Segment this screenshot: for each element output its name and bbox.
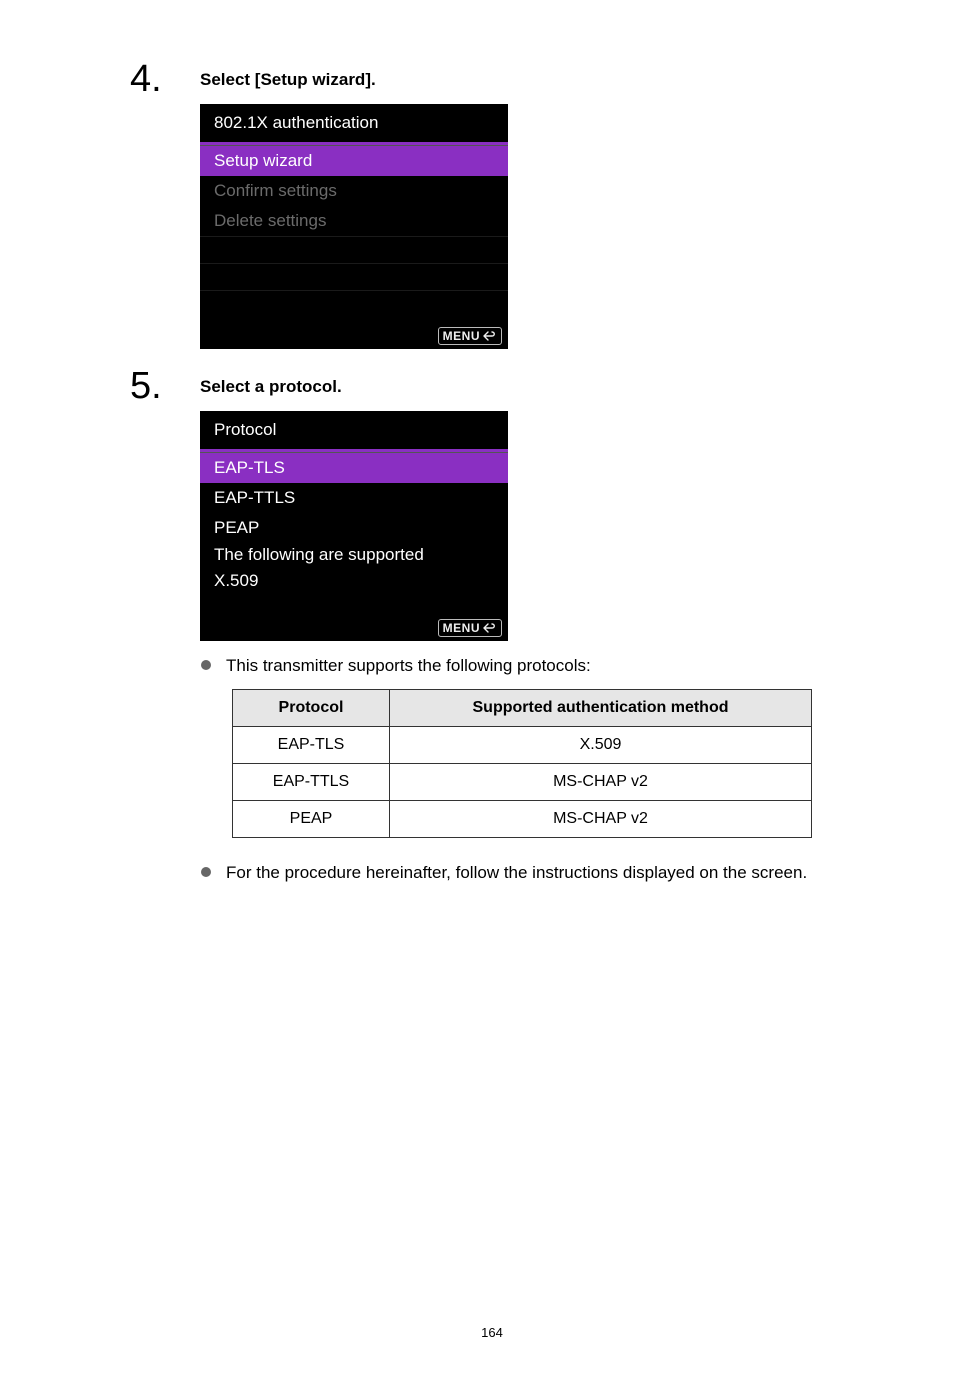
menu-item-setup-wizard[interactable]: Setup wizard	[200, 146, 508, 176]
bullet-icon	[200, 659, 212, 671]
bullet-text: This transmitter supports the following …	[226, 653, 591, 679]
supported-note-2: X.509	[200, 569, 508, 595]
menu-item-indicator	[504, 146, 508, 176]
menu-label: MENU	[443, 621, 480, 635]
camera-header-text: 802.1X authentication	[200, 104, 508, 142]
cell-protocol: EAP-TTLS	[233, 763, 390, 800]
bullet-item: For the procedure hereinafter, follow th…	[200, 860, 854, 886]
cell-method: X.509	[390, 726, 812, 763]
menu-item-eap-tls[interactable]: EAP-TLS	[200, 453, 508, 483]
camera-screen-protocol: Protocol EAP-TLS EAP-TTLS PEAP The follo…	[200, 411, 508, 641]
menu-back-button[interactable]: MENU	[438, 327, 502, 345]
bullet-icon	[200, 866, 212, 878]
cell-method: MS-CHAP v2	[390, 800, 812, 837]
bullet-text: For the procedure hereinafter, follow th…	[226, 860, 807, 886]
page-number: 164	[130, 1325, 854, 1340]
th-method: Supported authentication method	[390, 689, 812, 726]
menu-spacer	[200, 236, 508, 263]
step-num-dot: .	[151, 58, 162, 100]
menu-item-indicator	[504, 453, 508, 483]
camera-bottom-bar: MENU	[200, 323, 508, 349]
back-arrow-icon	[483, 330, 497, 342]
step-5: 5. Select a protocol. Protocol EAP-TLS E…	[130, 367, 854, 895]
menu-item-delete-settings[interactable]: Delete settings	[200, 206, 508, 236]
protocol-table: Protocol Supported authentication method…	[232, 689, 812, 838]
bullet-item: This transmitter supports the following …	[200, 653, 854, 679]
supported-note-1: The following are supported	[200, 543, 508, 569]
menu-back-button[interactable]: MENU	[438, 619, 502, 637]
camera-header-underline	[200, 449, 508, 452]
step-num-dot: .	[151, 365, 162, 407]
back-arrow-icon	[483, 622, 497, 634]
menu-item-confirm-settings[interactable]: Confirm settings	[200, 176, 508, 206]
bullet-list: This transmitter supports the following …	[200, 653, 854, 885]
menu-spacer	[200, 595, 508, 609]
menu-item-peap[interactable]: PEAP	[200, 513, 508, 543]
step-5-number: 5.	[130, 367, 200, 405]
step-5-title: Select a protocol.	[200, 377, 854, 397]
camera-header-underline	[200, 142, 508, 145]
menu-spacer	[200, 290, 508, 317]
step-4: 4. Select [Setup wizard]. 802.1X authent…	[130, 60, 854, 349]
menu-label: MENU	[443, 329, 480, 343]
step-5-body: Select a protocol. Protocol EAP-TLS EAP-…	[200, 367, 854, 895]
table-row: EAP-TLS X.509	[233, 726, 812, 763]
page-container: 4. Select [Setup wizard]. 802.1X authent…	[0, 0, 954, 1380]
cell-method: MS-CHAP v2	[390, 763, 812, 800]
step-4-number: 4.	[130, 60, 200, 98]
step-4-title: Select [Setup wizard].	[200, 70, 854, 90]
menu-item-label: Setup wizard	[200, 146, 504, 176]
step-num-value: 4	[130, 58, 151, 100]
menu-spacer	[200, 263, 508, 290]
cell-protocol: PEAP	[233, 800, 390, 837]
camera-header-text: Protocol	[200, 411, 508, 449]
th-protocol: Protocol	[233, 689, 390, 726]
camera-screen-auth: 802.1X authentication Setup wizard Confi…	[200, 104, 508, 349]
table-row: EAP-TTLS MS-CHAP v2	[233, 763, 812, 800]
step-4-body: Select [Setup wizard]. 802.1X authentica…	[200, 60, 854, 349]
camera-bottom-bar: MENU	[200, 615, 508, 641]
step-num-value: 5	[130, 365, 151, 407]
menu-item-eap-ttls[interactable]: EAP-TTLS	[200, 483, 508, 513]
menu-item-label: EAP-TLS	[200, 453, 504, 483]
camera-header: 802.1X authentication	[200, 104, 508, 146]
table-row: PEAP MS-CHAP v2	[233, 800, 812, 837]
camera-header: Protocol	[200, 411, 508, 453]
table-header-row: Protocol Supported authentication method	[233, 689, 812, 726]
cell-protocol: EAP-TLS	[233, 726, 390, 763]
